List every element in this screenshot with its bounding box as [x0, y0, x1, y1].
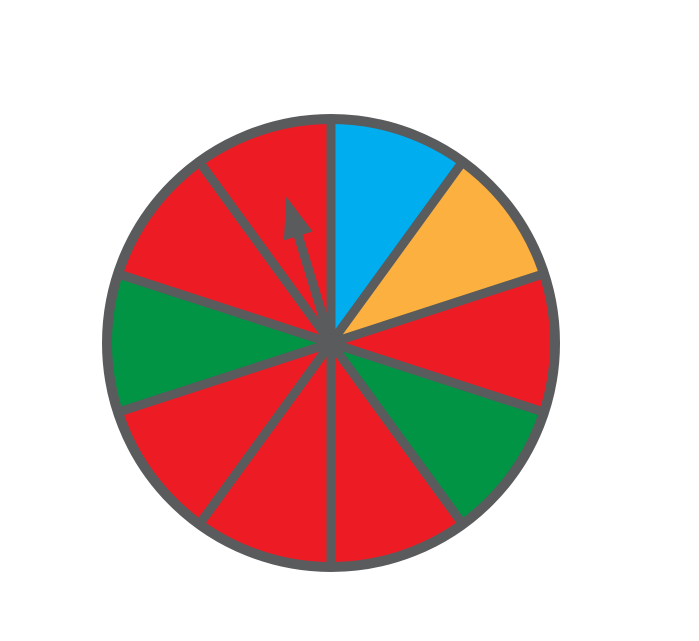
arrow-hub [321, 333, 341, 353]
arrow-head [283, 196, 313, 241]
wheel-rim [102, 114, 560, 572]
arrow-shaft [292, 228, 336, 348]
spinner-arrow[interactable] [272, 192, 345, 353]
sectors [102, 114, 560, 572]
arrow-group [283, 196, 336, 348]
